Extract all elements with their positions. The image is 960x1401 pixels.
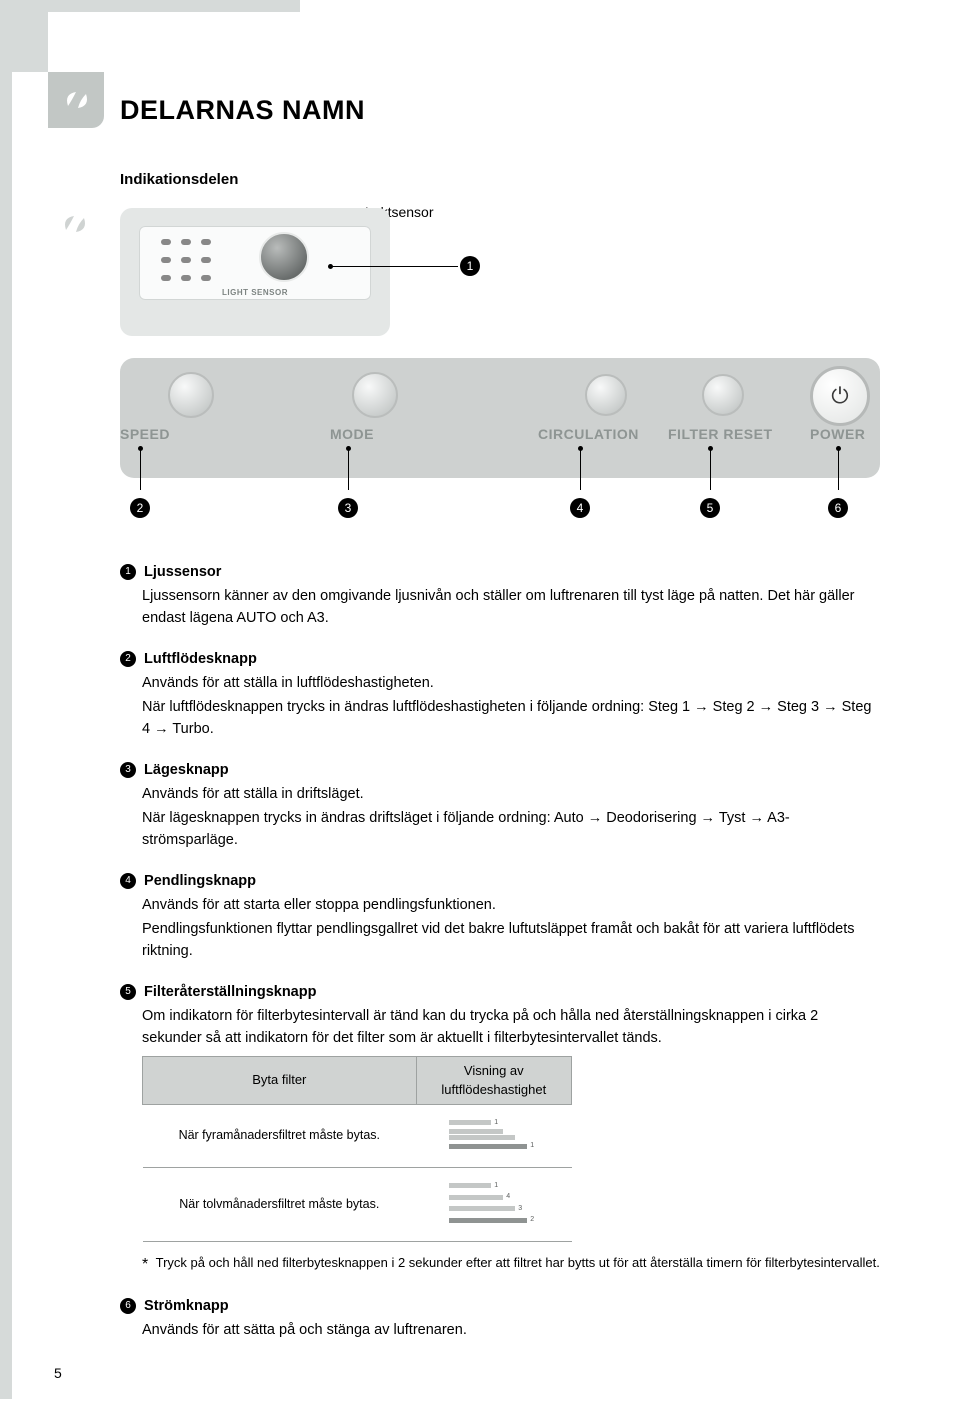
footnote-asterisk: *	[142, 1256, 148, 1273]
lead-to-marker-1	[330, 266, 458, 267]
power-button[interactable]: ⏻	[810, 366, 870, 426]
item-4-title: Pendlingsknapp	[144, 873, 256, 889]
sensor-inner: LIGHT SENSOR	[139, 226, 371, 300]
item-4-body1: Används för att starta eller stoppa pend…	[142, 895, 880, 917]
filter-table-h2-l2: luftflödeshastighet	[441, 1082, 546, 1097]
filter-table-r2: När tolvmånadersfiltret måste bytas.	[143, 1167, 417, 1241]
lead-3	[348, 448, 349, 490]
lead-4	[580, 448, 581, 490]
lead-1-dot	[328, 264, 333, 269]
item-5-title: Filteråterställningsknapp	[144, 984, 316, 1000]
marker-6: 6	[828, 498, 848, 518]
light-sensor-circle	[259, 232, 309, 282]
lead-5	[710, 448, 711, 490]
item-5-num: 5	[120, 984, 136, 1000]
item-1-num: 1	[120, 564, 136, 580]
marker-row: 2 3 4 5 6	[120, 488, 880, 528]
item-3-title: Lägesknapp	[144, 762, 229, 778]
item-1-body: Ljussensorn känner av den omgivande ljus…	[142, 586, 880, 630]
power-label: POWER	[810, 426, 865, 442]
item-4: 4 Pendlingsknapp Används för att starta …	[120, 871, 880, 962]
power-icon: ⏻	[831, 383, 848, 409]
item-3: 3 Lägesknapp Används för att ställa in d…	[120, 760, 880, 851]
item-5: 5 Filteråterställningsknapp Om indikator…	[120, 982, 880, 1276]
marker-1: 1	[460, 256, 480, 276]
circulation-button[interactable]	[585, 374, 627, 416]
control-bar: SPEED MODE CIRCULATION FILTER RESET ⏻ PO…	[120, 358, 880, 478]
decor-top-block	[0, 12, 48, 72]
item-2-body1: Används för att ställa in luftflödeshast…	[142, 673, 880, 695]
filter-table-r1: När fyramånadersfiltret måste bytas.	[143, 1104, 417, 1167]
filter-table-h1: Byta filter	[143, 1056, 417, 1104]
item-4-num: 4	[120, 873, 136, 889]
speed-label: SPEED	[120, 426, 170, 442]
page-number: 5	[54, 1365, 62, 1381]
item-5-body: Om indikatorn för filterbytesintervall ä…	[142, 1006, 880, 1050]
item-2-title: Luftflödesknapp	[144, 651, 257, 667]
item-2-num: 2	[120, 651, 136, 667]
filter-table-r1-bars: 11	[416, 1104, 571, 1167]
item-3-num: 3	[120, 762, 136, 778]
item-1: 1 Ljussensor Ljussensorn känner av den o…	[120, 562, 880, 629]
item-6-body: Används för att sätta på och stänga av l…	[142, 1320, 880, 1342]
marker-5: 5	[700, 498, 720, 518]
filter-reset-label: FILTER RESET	[668, 426, 773, 442]
filter-table-h2-l1: Visning av	[464, 1063, 524, 1078]
leaf-tab	[48, 72, 104, 128]
item-3-body1: Används för att ställa in driftsläget.	[142, 784, 880, 806]
leaf-icon	[60, 84, 92, 116]
speaker-grille	[161, 239, 213, 287]
item-2-body2: När luftflödesknappen trycks in ändras l…	[142, 697, 880, 741]
lead-6	[838, 448, 839, 490]
filter-footnote: * Tryck på och håll ned filterbytesknapp…	[142, 1254, 880, 1276]
light-sensor-text: LIGHT SENSOR	[139, 288, 371, 297]
item-1-title: Ljussensor	[144, 564, 221, 580]
item-2: 2 Luftflödesknapp Används för att ställa…	[120, 649, 880, 740]
item-3-body2: När lägesknappen trycks in ändras drifts…	[142, 808, 880, 852]
marker-2: 2	[130, 498, 150, 518]
speed-button[interactable]	[168, 372, 214, 418]
filter-table: Byta filter Visning av luftflödeshastigh…	[142, 1056, 572, 1242]
leaf-small-icon	[60, 210, 90, 241]
decor-top-border	[0, 0, 300, 12]
mode-label: MODE	[330, 426, 374, 442]
filter-reset-button[interactable]	[702, 374, 744, 416]
marker-3: 3	[338, 498, 358, 518]
sensor-panel: Luktsensor LIGHT SENSOR 1	[120, 208, 880, 336]
item-6: 6 Strömknapp Används för att sätta på oc…	[120, 1296, 880, 1342]
page-title: DELARNAS NAMN	[120, 95, 880, 126]
filter-table-r2-bars: 1432	[416, 1167, 571, 1241]
decor-side-border	[0, 0, 12, 1399]
item-4-body2: Pendlingsfunktionen flyttar pendlingsgal…	[142, 919, 880, 963]
item-6-num: 6	[120, 1298, 136, 1314]
item-6-title: Strömknapp	[144, 1298, 229, 1314]
lead-2	[140, 448, 141, 490]
filter-table-h2: Visning av luftflödeshastighet	[416, 1056, 571, 1104]
marker-4: 4	[570, 498, 590, 518]
sensor-box: LIGHT SENSOR 1	[120, 208, 390, 336]
mode-button[interactable]	[352, 372, 398, 418]
footnote-text: Tryck på och håll ned filterbytesknappen…	[156, 1255, 880, 1270]
section-subtitle: Indikationsdelen	[120, 171, 880, 188]
circulation-label: CIRCULATION	[538, 426, 639, 442]
